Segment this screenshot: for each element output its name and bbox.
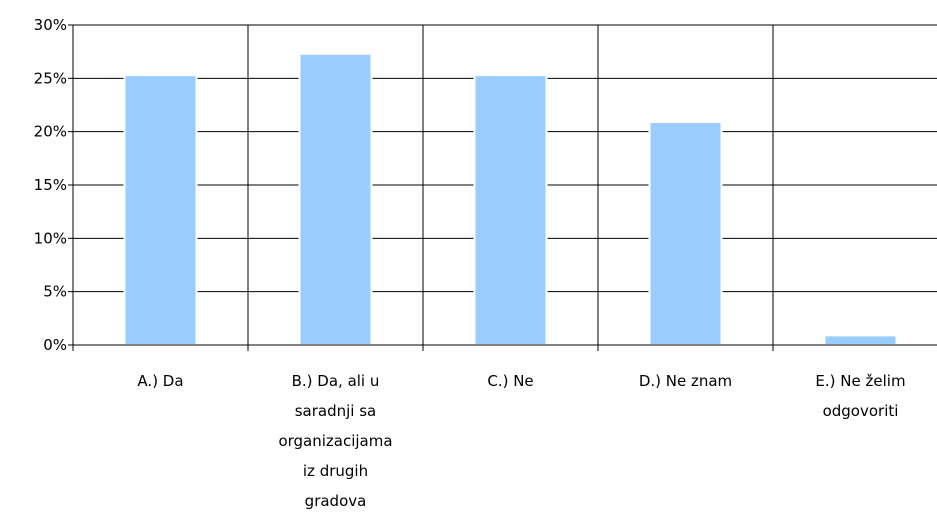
bar xyxy=(648,121,723,346)
bar xyxy=(123,74,198,346)
y-tick-label: 0% xyxy=(43,336,67,354)
y-tick-label: 20% xyxy=(34,123,67,141)
x-category-label-line: D.) Ne znam xyxy=(639,372,732,390)
x-category-label: E.) Ne želim odgovoriti xyxy=(815,372,905,420)
x-category-label-line: E.) Ne želim xyxy=(815,372,905,390)
x-axis-labels: A.) Da B.) Da, ali u saradnji sa organizaci… xyxy=(137,372,905,510)
y-tick-label: 15% xyxy=(34,176,67,194)
x-category-label-line: saradnji sa xyxy=(295,402,377,420)
bar xyxy=(823,334,898,346)
x-category-label-line: iz drugih xyxy=(303,462,368,480)
bar xyxy=(473,74,548,346)
x-category-label-line: gradova xyxy=(305,492,367,510)
x-category-label-line: B.) Da, ali u xyxy=(292,372,380,390)
y-tick-label: 25% xyxy=(34,69,67,87)
x-category-label: C.) Ne xyxy=(487,372,533,390)
y-tick-label: 10% xyxy=(34,229,67,247)
x-category-label-line: A.) Da xyxy=(137,372,183,390)
x-category-label-line: organizacijama xyxy=(278,432,392,450)
x-category-label: B.) Da, ali u saradnji sa organizacijama iz… xyxy=(278,372,392,510)
bar xyxy=(298,52,373,347)
y-axis-ticks: 0% 5% 10% 15% 20% 25% 30% xyxy=(34,16,73,354)
bars xyxy=(123,52,898,347)
y-tick-label: 30% xyxy=(34,16,67,34)
x-category-label: A.) Da xyxy=(137,372,183,390)
y-tick-label: 5% xyxy=(43,283,67,301)
x-category-label: D.) Ne znam xyxy=(639,372,732,390)
x-category-label-line: odgovoriti xyxy=(823,402,899,420)
x-category-label-line: C.) Ne xyxy=(487,372,533,390)
